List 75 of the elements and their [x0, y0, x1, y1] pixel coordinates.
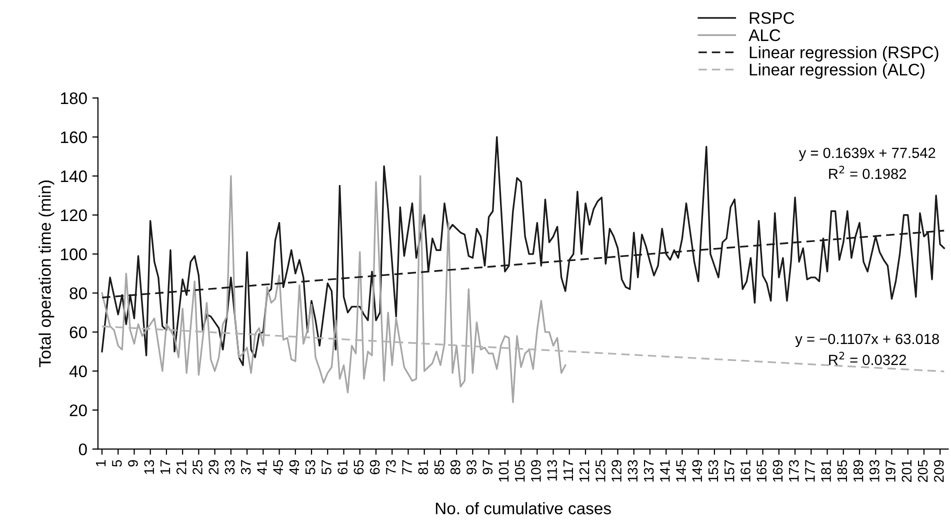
legend-label: RSPC	[750, 12, 794, 24]
annotation: R$^{2}$ = 0.1982	[829, 166, 906, 180]
x-tick-label: 13	[144, 460, 154, 474]
x-tick-label: 177	[805, 460, 815, 482]
x-tick-label: 109	[531, 460, 541, 482]
y-tick-label: 100	[61, 248, 87, 260]
x-tick-label: 41	[257, 460, 267, 475]
y-axis-title: Total operation time (min)	[38, 180, 54, 368]
y-tick-label: 120	[61, 209, 87, 222]
x-tick-label: 189	[853, 460, 864, 482]
x-tick-label: 5	[112, 460, 122, 467]
y-tick-label: 0	[78, 443, 87, 456]
x-tick-label: 61	[338, 460, 348, 474]
y-tick-label: 60	[70, 326, 87, 338]
x-tick-label: 137	[644, 460, 654, 482]
x-tick-label: 149	[692, 460, 702, 482]
x-tick-label: 197	[886, 460, 896, 482]
x-tick-label: 113	[547, 460, 557, 481]
y-tick-label: 40	[69, 365, 87, 378]
y-tick-label: 80	[70, 287, 87, 300]
x-tick-label: 69	[370, 460, 380, 474]
x-tick-label: 33	[224, 460, 235, 474]
annotation: y = 0.1639x + 77.542	[798, 148, 936, 161]
x-tick-label: 117	[563, 460, 573, 481]
x-tick-label: 169	[772, 460, 783, 482]
x-tick-label: 121	[579, 460, 590, 482]
line-series	[101, 136, 945, 366]
x-tick-label: 181	[821, 460, 831, 482]
x-tick-label: 73	[386, 460, 396, 474]
x-tick-label: 133	[628, 460, 638, 482]
x-tick-label: 17	[160, 460, 170, 474]
x-tick-label: 57	[322, 460, 332, 474]
x-tick-label: 205	[918, 460, 928, 482]
x-tick-label: 77	[402, 460, 412, 474]
x-tick-label: 145	[676, 460, 686, 482]
x-tick-label: 185	[837, 460, 848, 482]
x-tick-label: 101	[498, 460, 509, 482]
x-tick-label: 45	[273, 460, 283, 475]
x-tick-label: 85	[434, 460, 444, 474]
x-tick-label: 125	[596, 460, 606, 482]
x-tick-label: 141	[660, 460, 670, 482]
x-tick-label: 25	[192, 460, 202, 474]
x-tick-label: 37	[240, 460, 251, 474]
x-tick-label: 29	[208, 460, 219, 474]
x-tick-label: 129	[612, 460, 622, 482]
line-series	[101, 175, 566, 404]
x-tick-label: 153	[708, 460, 718, 482]
x-tick-label: 209	[934, 460, 944, 482]
x-tick-label: 97	[482, 460, 493, 474]
x-tick-label: 49	[289, 460, 300, 475]
x-tick-label: 161	[740, 460, 750, 482]
x-tick-label: 173	[788, 460, 799, 482]
x-tick-label: 93	[466, 460, 476, 474]
x-tick-label: 1	[96, 460, 106, 466]
x-tick-label: 9	[128, 460, 138, 467]
y-tick-label: 20	[70, 404, 87, 416]
x-tick-label: 21	[176, 460, 186, 474]
x-tick-label: 157	[724, 460, 734, 482]
legend-label: ALC	[748, 29, 780, 42]
x-tick-label: 53	[305, 460, 316, 474]
y-tick-label: 180	[61, 92, 87, 104]
x-tick-label: 81	[418, 460, 428, 474]
legend-label: Linear regression (RSPC)	[750, 46, 938, 62]
x-tick-label: 105	[514, 460, 525, 482]
annotation: y = −0.1107x + 63.018	[795, 334, 939, 348]
x-tick-label: 201	[902, 460, 912, 482]
y-tick-label: 140	[61, 170, 87, 182]
y-tick-label: 160	[61, 131, 87, 144]
legend-label: Linear regression (ALC)	[750, 63, 924, 79]
x-tick-label: 89	[450, 460, 460, 474]
x-tick-label: 193	[870, 460, 880, 482]
x-axis-title: No. of cumulative cases	[436, 502, 611, 514]
x-tick-label: 165	[756, 460, 767, 482]
annotation: R$^{2}$ = 0.0322	[829, 352, 906, 366]
x-tick-label: 65	[354, 460, 364, 474]
